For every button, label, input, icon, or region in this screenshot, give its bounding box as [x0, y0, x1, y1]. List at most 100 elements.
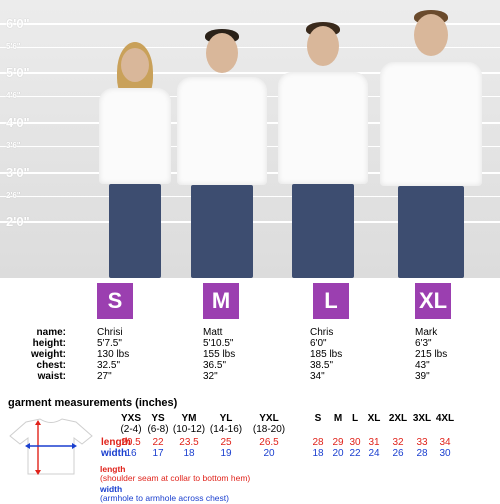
- length-value: 26.5: [259, 437, 279, 448]
- stat-height: 6'3": [415, 338, 432, 349]
- length-value: 23.5: [179, 437, 199, 448]
- length-value: 29: [332, 437, 344, 448]
- scale-label: 2'0": [6, 214, 30, 229]
- row-label-width: width: [101, 448, 128, 459]
- scale-label: 5'0": [6, 65, 30, 80]
- stat-weight: 130 lbs: [97, 349, 130, 360]
- row-label-length: length: [101, 437, 131, 448]
- model-stats-l: Chris 6'0" 185 lbs 38.5" 34": [310, 327, 342, 382]
- width-value: 28: [416, 448, 428, 459]
- stat-name: Chrisi: [97, 327, 123, 338]
- length-value: 22: [152, 437, 164, 448]
- width-value: 20: [263, 448, 275, 459]
- model-chrisi: [95, 42, 175, 278]
- width-value: 22: [349, 448, 361, 459]
- size-header: 2XL: [388, 413, 408, 424]
- size-header: YL: [219, 413, 233, 424]
- width-value: 16: [125, 448, 137, 459]
- size-header: YS: [151, 413, 165, 424]
- height-chart-photo: 6'0" 5'6" 5'0" 4'6" 4'0" 3'6" 3'0" 2'6" 2'0": [0, 0, 500, 278]
- length-value: 30: [349, 437, 361, 448]
- stat-height: 5'10.5": [203, 338, 234, 349]
- stat-height: 6'0": [310, 338, 327, 349]
- model-measure-labels: name: height: weight: chest: waist:: [8, 327, 66, 382]
- size-range: (6-8): [147, 424, 169, 435]
- size-badge-l: L: [313, 283, 349, 319]
- size-header: YXL: [259, 413, 279, 424]
- model-stats-m: Matt 5'10.5" 155 lbs 36.5" 32": [203, 327, 235, 382]
- label-chest: chest:: [36, 360, 66, 371]
- length-note-desc: (shoulder seam at collar to bottom hem): [100, 473, 251, 483]
- length-value: 31: [368, 437, 380, 448]
- width-note-title: width: [100, 484, 123, 494]
- scale-line: [0, 23, 500, 25]
- size-header: YM: [181, 413, 197, 424]
- label-weight: weight:: [31, 349, 66, 360]
- model-matt: [175, 29, 269, 278]
- stat-weight: 155 lbs: [203, 349, 236, 360]
- stat-chest: 36.5": [203, 360, 227, 371]
- width-value: 18: [183, 448, 195, 459]
- scale-label: 2'6": [6, 191, 21, 200]
- stat-name: Mark: [415, 327, 438, 338]
- length-value: 34: [439, 437, 451, 448]
- length-value: 32: [392, 437, 404, 448]
- width-value: 17: [152, 448, 164, 459]
- size-range: (2-4): [120, 424, 142, 435]
- stat-waist: 27": [97, 371, 112, 382]
- model-stats-xl: Mark 6'3" 215 lbs 43" 39": [415, 327, 447, 382]
- tshirt-diagram: [9, 418, 93, 475]
- length-value: 25: [220, 437, 232, 448]
- scale-label: 4'0": [6, 115, 30, 130]
- width-value: 18: [312, 448, 324, 459]
- size-range: (10-12): [172, 424, 206, 435]
- label-name: name:: [36, 327, 66, 338]
- size-header: YXS: [120, 413, 141, 424]
- model-stats-s: Chrisi 5'7.5" 130 lbs 32.5" 27": [97, 327, 129, 382]
- scale-label: 4'6": [6, 91, 21, 100]
- garment-measurements-title: garment measurements (inches): [8, 397, 178, 409]
- width-value: 24: [368, 448, 380, 459]
- size-header: 4XL: [435, 413, 455, 424]
- model-chris: [276, 22, 370, 278]
- size-header: M: [333, 413, 343, 424]
- width-value: 20: [332, 448, 344, 459]
- stat-waist: 39": [415, 371, 430, 382]
- stat-name: Matt: [203, 327, 223, 338]
- scale-label: 3'6": [6, 141, 21, 150]
- model-mark: [378, 10, 484, 278]
- label-waist: waist:: [37, 371, 66, 382]
- stat-name: Chris: [310, 327, 334, 338]
- width-value: 19: [220, 448, 232, 459]
- stat-waist: 32": [203, 371, 218, 382]
- width-note: width (armhole to armhole across chest): [100, 485, 229, 503]
- stat-chest: 32.5": [97, 360, 121, 371]
- scale-line: [0, 47, 500, 48]
- stat-height: 5'7.5": [97, 338, 122, 349]
- size-range: (14-16): [209, 424, 243, 435]
- stat-weight: 185 lbs: [310, 349, 343, 360]
- length-note-title: length: [100, 464, 126, 474]
- length-value: 33: [416, 437, 428, 448]
- scale-line: [0, 72, 500, 74]
- stat-chest: 43": [415, 360, 430, 371]
- scale-label: 5'6": [6, 42, 21, 51]
- stat-chest: 38.5": [310, 360, 334, 371]
- stat-weight: 215 lbs: [415, 349, 448, 360]
- size-badge-xl: XL: [415, 283, 451, 319]
- length-note: length (shoulder seam at collar to botto…: [100, 465, 250, 483]
- length-value: 20.5: [121, 437, 141, 448]
- stat-waist: 34": [310, 371, 325, 382]
- scale-label: 3'0": [6, 165, 30, 180]
- label-height: height:: [32, 338, 66, 349]
- length-value: 28: [312, 437, 324, 448]
- size-range: (18-20): [252, 424, 286, 435]
- width-value: 26: [392, 448, 404, 459]
- scale-label: 6'0": [6, 16, 30, 31]
- size-header: L: [351, 413, 359, 424]
- size-header: S: [314, 413, 322, 424]
- size-badge-s: S: [97, 283, 133, 319]
- size-badge-m: M: [203, 283, 239, 319]
- size-header: 3XL: [412, 413, 432, 424]
